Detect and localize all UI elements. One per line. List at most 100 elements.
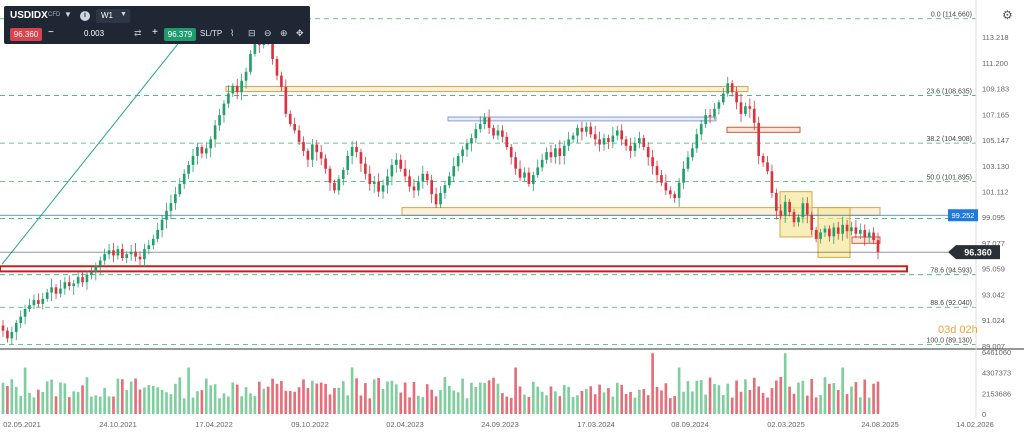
candle-body [76,277,80,284]
volume-bar [284,390,288,414]
candle-body [638,138,641,144]
x-tick-label-4: 02.04.2023 [386,420,424,429]
x-tick-label-2: 17.04.2022 [195,420,233,429]
candle-body [28,305,31,310]
symbol-dropdown-icon[interactable]: ▼ [64,10,72,19]
volume-bar [403,382,407,414]
candle-body [19,316,23,324]
candle-body [319,152,323,159]
volume-bar [85,377,89,414]
candle-body [196,147,199,156]
candle-body [691,148,694,158]
layout-icon[interactable]: ⊟ [248,28,256,38]
fib-label-7: 100.0 (89.130) [926,337,972,344]
candle-body [156,229,159,239]
candle-body [116,249,120,256]
candle-body [478,124,482,130]
volume-bar [209,385,213,414]
zoom-out-icon[interactable]: ⊖ [264,28,272,38]
volume-bar [602,392,606,414]
volume-bar [691,391,694,414]
candle-body [94,265,98,273]
volume-bar [677,367,681,414]
y-tick-label-3: 107.165 [982,110,1009,119]
y-tick-label-1: 111.200 [982,59,1008,68]
candle-body [98,260,102,266]
candle-body [138,256,142,260]
volume-bar [359,395,363,414]
candle-body [602,138,606,145]
candle-body [178,184,182,195]
symbol-label[interactable]: USDIDX [10,10,48,21]
volume-bar [364,383,367,414]
timeframe-label: W1 [101,11,113,20]
candle-body [425,173,429,181]
volume-bar [249,393,252,414]
zoom-in-icon[interactable]: ⊕ [280,28,288,38]
candle-body [81,277,84,283]
volume-bar [452,390,456,414]
candle-body [642,138,646,148]
volume-bar [381,388,385,414]
indicator-icon[interactable]: ⌇ [230,28,235,38]
candle-body [779,210,783,216]
candle-body [589,126,593,135]
volume-bar [841,367,844,414]
volume-bar [496,383,500,414]
candle-body [50,287,53,293]
volume-bar [615,382,619,414]
fib-label-2: 38.2 (104.908) [926,136,972,143]
volume-bar [315,383,319,414]
candle-body [677,182,681,199]
candle-body [655,166,659,176]
increase-quantity-button[interactable]: + [152,27,158,38]
candle-body [125,254,129,258]
candle-body [120,249,124,258]
candle-body [744,106,747,114]
sell-button[interactable]: 96.360 [10,28,42,41]
quantity-input[interactable]: 0.003 [84,29,105,38]
volume-bar [585,389,588,414]
timeframe-select[interactable]: W1 ▼ [96,9,130,23]
move-icon[interactable]: ✥ [296,28,304,38]
candle-body [439,192,442,205]
candle-body [607,138,610,142]
buy-button[interactable]: 96.379 [164,28,196,41]
candle-body [673,194,677,199]
decrease-quantity-button[interactable]: − [48,27,54,38]
volume-bar [783,353,787,414]
volume-bar [509,397,513,414]
gear-icon[interactable]: ⚙ [1002,8,1013,22]
volume-bar [713,383,716,414]
volume-bar [443,377,447,414]
swap-icon[interactable]: ⇄ [134,28,142,38]
sl-tp-button[interactable]: SL/TP [200,29,223,38]
candle-body [107,250,111,255]
info-icon[interactable]: i [80,11,90,21]
candle-body [496,130,500,136]
candle-body [14,323,18,332]
candle-body [545,152,548,160]
candle-body [191,155,195,165]
volume-tick-label-3: 0 [982,410,986,419]
fib-label-5: 78.6 (94.593) [930,268,972,275]
candle-body [629,145,632,151]
candle-body [23,309,27,317]
candle-body [531,175,535,185]
volume-bar [598,384,601,414]
volume-bar [386,381,389,414]
candle-body [165,210,168,220]
timeframe-dropdown-icon: ▼ [120,11,127,18]
candle-body [41,298,45,304]
candle-body [434,194,438,205]
candle-body [359,152,363,164]
candle-body [682,168,685,183]
candle-body [227,93,230,104]
candle-body [372,181,376,185]
volume-bar [593,394,597,414]
candle-body [368,173,372,185]
candle-body [854,227,858,234]
symbol-type-label: CFD [48,12,61,18]
volume-bar [41,391,45,414]
